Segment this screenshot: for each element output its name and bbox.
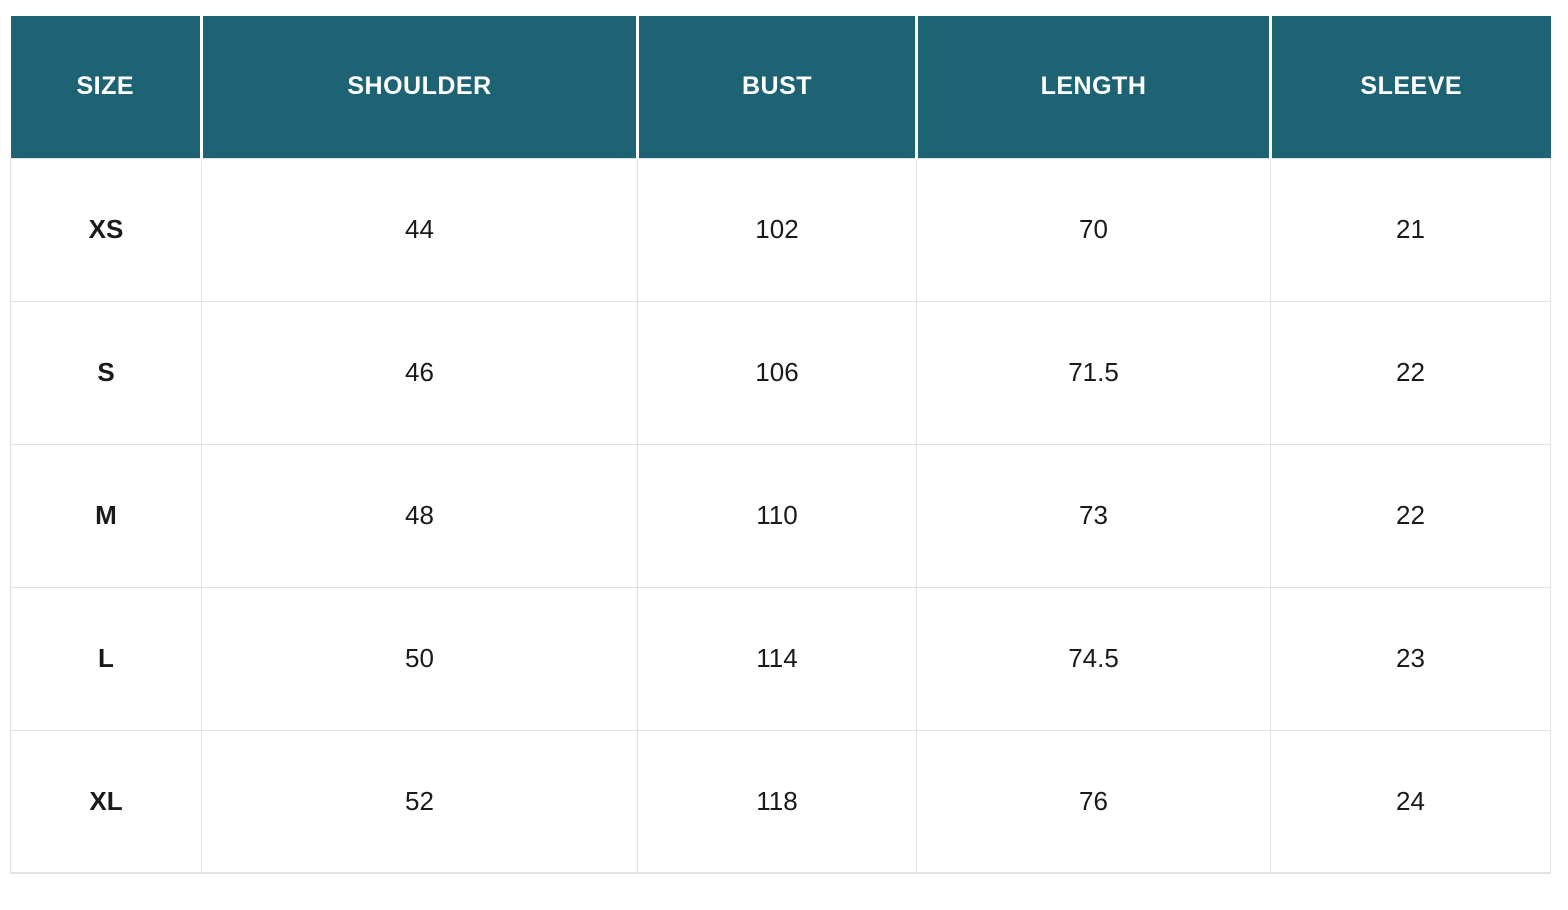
shoulder-value: 50	[201, 586, 638, 731]
shoulder-value: 46	[201, 300, 638, 445]
sleeve-value: 22	[1270, 300, 1551, 445]
length-value: 76	[916, 729, 1271, 874]
table-row-s: S 46 106 71.5 22	[10, 300, 1551, 445]
size-label: L	[10, 586, 202, 731]
sleeve-value: 23	[1270, 586, 1551, 731]
header-cell-sleeve: SLEEVE	[1270, 16, 1551, 158]
length-value: 73	[916, 443, 1271, 588]
bust-value: 102	[637, 157, 917, 302]
header-cell-length: LENGTH	[916, 16, 1272, 158]
sleeve-value: 21	[1270, 157, 1551, 302]
size-label: M	[10, 443, 202, 588]
table-row-l: L 50 114 74.5 23	[10, 586, 1551, 731]
shoulder-value: 52	[201, 729, 638, 874]
bust-value: 118	[637, 729, 917, 874]
header-row: SIZE SHOULDER BUST LENGTH SLEEVE	[10, 16, 1551, 158]
header-cell-shoulder: SHOULDER	[201, 16, 639, 158]
shoulder-value: 48	[201, 443, 638, 588]
sleeve-value: 24	[1270, 729, 1551, 874]
shoulder-value: 44	[201, 157, 638, 302]
size-label: XL	[10, 729, 202, 874]
length-value: 71.5	[916, 300, 1271, 445]
table-header: SIZE SHOULDER BUST LENGTH SLEEVE	[10, 16, 1551, 158]
table-row-xs: XS 44 102 70 21	[10, 157, 1551, 302]
header-cell-size: SIZE	[10, 16, 203, 158]
bust-value: 114	[637, 586, 917, 731]
length-value: 70	[916, 157, 1271, 302]
table-row-xl: XL 52 118 76 24	[10, 729, 1551, 874]
table-row-m: M 48 110 73 22	[10, 443, 1551, 588]
size-label: XS	[10, 157, 202, 302]
table-body: XS 44 102 70 21 S 46 106 71.5 22 M 48 11…	[10, 157, 1551, 874]
sleeve-value: 22	[1270, 443, 1551, 588]
bust-value: 110	[637, 443, 917, 588]
length-value: 74.5	[916, 586, 1271, 731]
size-chart-table: SIZE SHOULDER BUST LENGTH SLEEVE XS 44 1…	[10, 16, 1551, 874]
size-label: S	[10, 300, 202, 445]
header-cell-bust: BUST	[637, 16, 918, 158]
bust-value: 106	[637, 300, 917, 445]
